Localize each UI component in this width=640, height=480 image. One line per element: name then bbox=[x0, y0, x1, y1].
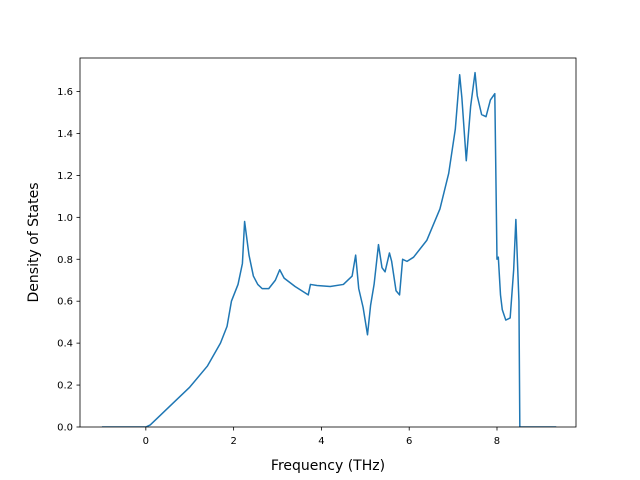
ticks: 0 2 4 6 8 0.0 0.2 0.4 0.6 0.8 1.0 1.2 1.4 1.6 bbox=[57, 87, 500, 447]
plot-area bbox=[79, 57, 577, 428]
y-axis-label: Density of States bbox=[26, 183, 42, 303]
y-tick-label: 0.4 bbox=[57, 339, 73, 350]
y-tick-label: 1.4 bbox=[57, 129, 73, 140]
x-tick-label: 4 bbox=[318, 436, 324, 447]
x-tick-label: 6 bbox=[406, 436, 412, 447]
x-axis-label: Frequency (THz) bbox=[271, 458, 385, 474]
x-tick-label: 8 bbox=[494, 436, 500, 447]
axes-frame bbox=[79, 57, 577, 428]
y-tick-label: 1.0 bbox=[57, 213, 73, 224]
y-tick-label: 0.2 bbox=[57, 381, 73, 392]
y-tick-label: 0.8 bbox=[57, 255, 73, 266]
y-tick-label: 0.6 bbox=[57, 297, 73, 308]
x-tick-label: 0 bbox=[143, 436, 149, 447]
y-tick-label: 0.0 bbox=[57, 423, 73, 434]
x-tick-label: 2 bbox=[230, 436, 236, 447]
dos-series-line bbox=[101, 71, 557, 427]
y-tick-label: 1.6 bbox=[57, 87, 73, 98]
y-tick-label: 1.2 bbox=[57, 171, 73, 182]
